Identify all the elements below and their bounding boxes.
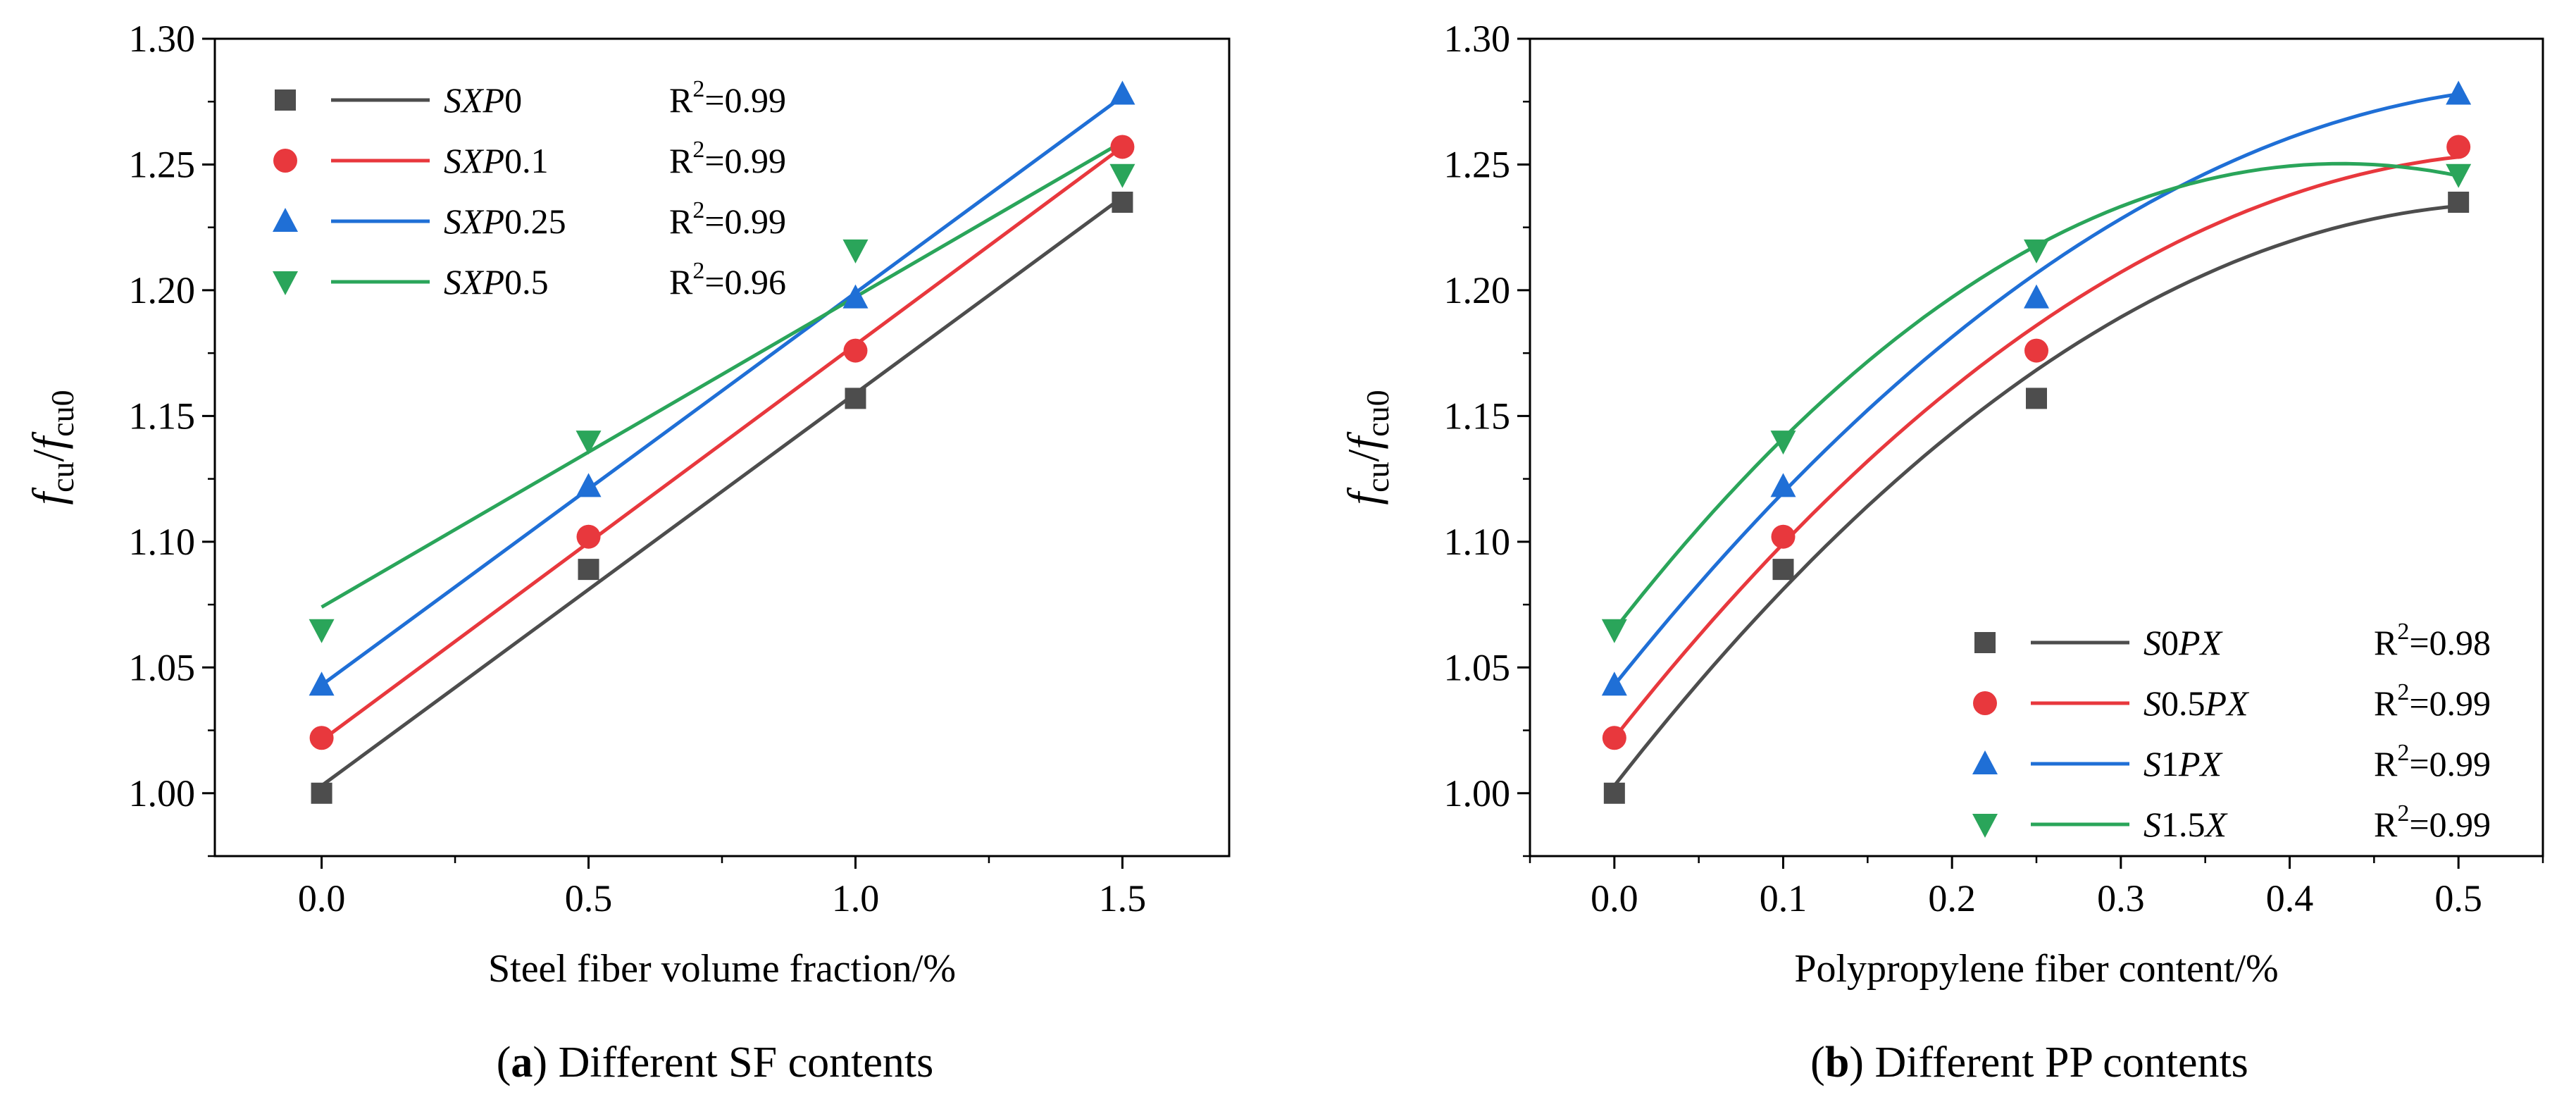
y-tick-label: 1.25 — [129, 143, 196, 185]
y-tick-label: 1.10 — [129, 521, 196, 563]
y-tick-label: 1.30 — [129, 18, 196, 60]
fit-line-series-2 — [321, 95, 1124, 687]
legend-marker — [1972, 750, 1998, 774]
y-axis-label: fcu/fcu0 — [1338, 390, 1395, 504]
x-axis-label: Polypropylene fiber content/% — [1794, 947, 2278, 991]
legend-marker — [273, 149, 297, 173]
chart-panel-a: 1.00 1.05 1.10 1.15 1.20 1.25 1.30 0.0 0.5 1.0 1.5… — [23, 18, 1231, 1086]
x-tick-label: 0.0 — [1591, 877, 1638, 920]
data-point-series-2 — [2446, 80, 2472, 105]
legend-r-squared: R2=0.99 — [669, 137, 786, 180]
fit-line-series-3 — [321, 140, 1124, 609]
legend-r-squared: R2=0.98 — [2374, 619, 2491, 662]
x-tick-label: 1.0 — [832, 877, 880, 920]
legend-r-squared: R2=0.96 — [669, 258, 786, 302]
x-axis-label: Steel fiber volume fraction/% — [488, 947, 956, 991]
y-tick-label: 1.05 — [129, 646, 196, 688]
legend-entry: S1.5X — [2143, 805, 2229, 844]
y-axis-label: fcu/fcu0 — [23, 390, 80, 504]
data-point-series-0 — [311, 782, 332, 804]
legend-entry: S1PX — [2143, 744, 2224, 784]
data-point-series-3 — [2024, 239, 2049, 264]
y-tick-label: 1.05 — [1444, 646, 1511, 688]
chart-panel-b: 1.00 1.05 1.10 1.15 1.20 1.25 1.30 0.0 0.1 0.2 0.3… — [1338, 18, 2544, 1086]
y-tick-label: 1.15 — [129, 395, 196, 437]
data-point-series-3 — [575, 431, 602, 455]
data-point-series-0 — [1772, 559, 1794, 581]
y-tick-label: 1.30 — [1444, 18, 1511, 60]
legend-marker — [273, 271, 298, 295]
data-point-series-2 — [842, 284, 869, 309]
legend-entry: S0PX — [2143, 623, 2224, 662]
y-tick-label: 1.10 — [1444, 521, 1511, 563]
legend: SXP0 R2=0.99 SXP0.1 R2=0.99 SXP0.25 R2=0.99 SX… — [273, 76, 786, 302]
data-point-series-3 — [1109, 163, 1135, 188]
legend-entry: SXP0.1 — [444, 141, 549, 180]
x-tick-label: 0.5 — [2434, 877, 2482, 920]
x-tick-label: 0.2 — [1928, 877, 1976, 920]
y-tick-label: 1.15 — [1444, 395, 1511, 437]
y-tick-label: 1.00 — [1444, 772, 1511, 815]
data-point-series-1 — [1110, 135, 1135, 159]
data-point-series-1 — [309, 726, 334, 750]
data-point-series-1 — [576, 524, 601, 549]
data-point-series-1 — [2446, 135, 2471, 159]
panel-caption: (b) Different PP contents — [1810, 1039, 2248, 1086]
data-point-series-3 — [842, 239, 869, 264]
fit-line-series-0 — [1612, 204, 2459, 787]
data-point-series-2 — [1109, 80, 1135, 105]
legend-entry: SXP0 — [444, 80, 522, 120]
legend-entry: SXP0.5 — [444, 262, 549, 302]
legend-r-squared: R2=0.99 — [2374, 800, 2491, 844]
plot-frame — [1529, 37, 2544, 858]
data-point-series-0 — [845, 388, 866, 409]
y-tick-label: 1.20 — [1444, 269, 1511, 311]
legend-r-squared: R2=0.99 — [669, 197, 786, 241]
legend: S0PX R2=0.98 S0.5PX R2=0.99 S1PX R2=0.99 S1.5X… — [1972, 619, 2491, 844]
data-point-series-2 — [1601, 671, 1627, 696]
data-point-series-2 — [1770, 473, 1796, 497]
x-tick-label: 0.3 — [2097, 877, 2145, 920]
data-point-series-0 — [2448, 192, 2470, 213]
legend-marker — [1973, 691, 1997, 715]
data-point-series-1 — [1771, 524, 1796, 549]
legend-r-squared: R2=0.99 — [669, 76, 786, 120]
data-point-series-0 — [578, 559, 599, 581]
data-point-series-1 — [2024, 338, 2048, 363]
y-tick-label: 1.20 — [129, 269, 196, 311]
x-tick-label: 0.5 — [565, 877, 613, 920]
x-tick-label: 0.4 — [2266, 877, 2314, 920]
legend-marker — [273, 208, 298, 232]
x-tick-label: 1.5 — [1099, 877, 1147, 920]
fit-line-series-1 — [321, 145, 1124, 742]
data-point-series-3 — [1770, 431, 1796, 455]
fit-line-series-2 — [1612, 92, 2459, 686]
data-point-series-0 — [1603, 782, 1625, 804]
fit-line-series-0 — [321, 195, 1124, 788]
data-point-series-2 — [309, 671, 335, 696]
data-point-series-0 — [1112, 192, 1133, 213]
y-tick-label: 1.25 — [1444, 143, 1511, 185]
legend-marker — [275, 89, 296, 111]
legend-r-squared: R2=0.99 — [2374, 679, 2491, 723]
panel-caption: (a) Different SF contents — [497, 1039, 933, 1086]
x-tick-label: 0.1 — [1760, 877, 1807, 920]
x-tick-label: 0.0 — [298, 877, 346, 920]
data-point-series-3 — [2446, 163, 2472, 188]
y-tick-label: 1.00 — [129, 772, 196, 815]
data-point-series-2 — [2024, 284, 2049, 309]
data-point-series-3 — [309, 619, 335, 643]
legend-entry: S0.5PX — [2143, 683, 2250, 723]
data-point-series-2 — [575, 473, 602, 497]
legend-r-squared: R2=0.99 — [2374, 740, 2491, 784]
fit-line-series-1 — [1612, 155, 2459, 739]
data-point-series-1 — [843, 338, 868, 363]
legend-marker — [1972, 814, 1998, 838]
data-point-series-3 — [1601, 619, 1627, 643]
data-point-series-0 — [2026, 388, 2047, 409]
legend-marker — [1974, 632, 1996, 653]
legend-entry: SXP0.25 — [444, 202, 566, 241]
data-point-series-1 — [1602, 726, 1626, 750]
